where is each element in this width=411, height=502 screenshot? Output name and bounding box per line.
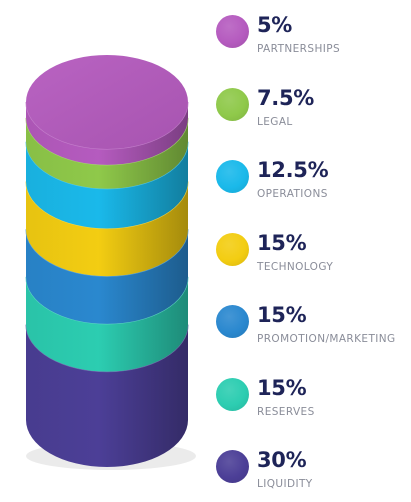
band-body: [26, 102, 188, 165]
legend-label: LEGAL: [257, 115, 293, 128]
legend-item: 15% PROMOTION/MARKETING: [216, 305, 411, 357]
legend-item: 30% LIQUIDITY: [216, 450, 411, 502]
legend-value: 15%: [257, 232, 307, 255]
legend-swatch: [216, 15, 249, 48]
legend-label: PARTNERSHIPS: [257, 43, 341, 55]
band-body: [26, 324, 188, 467]
legend-value: 7.5%: [257, 87, 315, 110]
legend-item: 12.5% OPERATIONS: [216, 160, 411, 212]
legend-item: 5% PARTNERSHIPS: [216, 15, 411, 67]
legend-swatch: [216, 232, 249, 266]
legend-value: 12.5%: [257, 160, 329, 182]
legend-label: PROMOTION/MARKETING: [257, 333, 396, 345]
legend-value: 30%: [257, 450, 307, 472]
legend-item: 7.5% LEGAL: [216, 87, 411, 140]
legend-swatch: [216, 450, 249, 483]
cylinder-top-lid: [26, 55, 188, 149]
legend-value: 5%: [257, 15, 293, 37]
legend-swatch: [216, 377, 249, 411]
legend-value: 15%: [257, 305, 307, 327]
legend-swatch: [216, 305, 249, 338]
legend-label: TECHNOLOGY: [257, 260, 334, 273]
band-body: [26, 117, 188, 189]
legend-item: 15% RESERVES: [216, 377, 411, 430]
band-body: [26, 141, 188, 229]
legend-label: RESERVES: [257, 405, 315, 418]
legend-item: 15% TECHNOLOGY: [216, 232, 411, 285]
legend-value: 15%: [257, 377, 307, 400]
legend-swatch: [216, 87, 249, 121]
legend-swatch: [216, 160, 249, 193]
legend-label: OPERATIONS: [257, 188, 328, 200]
legend-label: LIQUIDITY: [257, 478, 313, 490]
